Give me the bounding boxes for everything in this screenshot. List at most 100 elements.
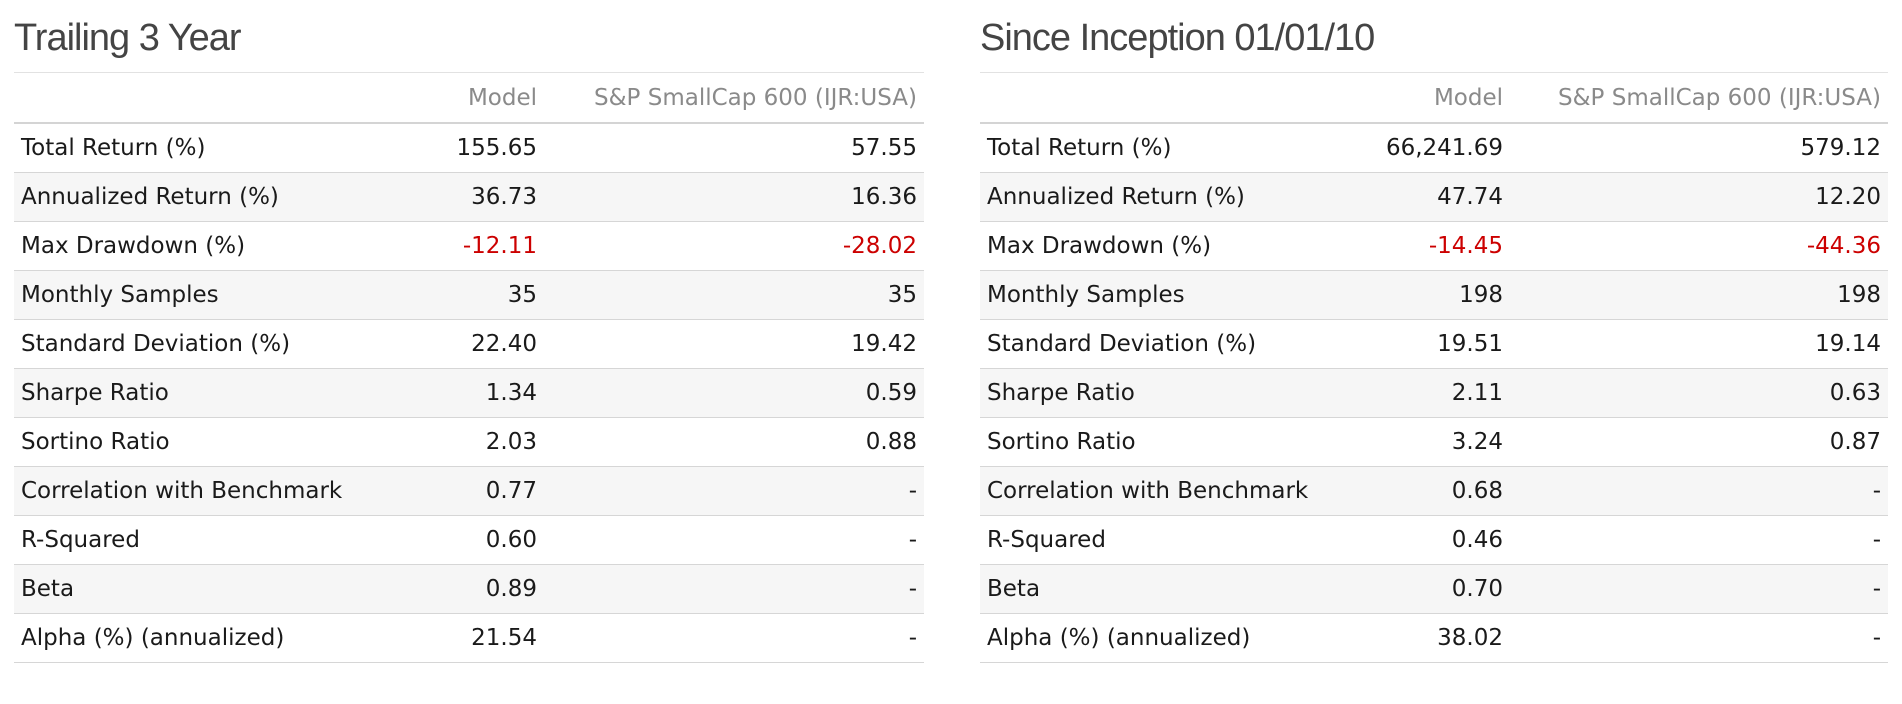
metric-label: R-Squared bbox=[14, 515, 334, 565]
benchmark-value: 19.42 bbox=[544, 319, 924, 369]
model-value: 38.02 bbox=[1300, 613, 1510, 663]
table-header-row: Model S&P SmallCap 600 (IJR:USA) bbox=[980, 73, 1888, 124]
table-row: Correlation with Benchmark 0.68- bbox=[980, 466, 1888, 516]
model-value: 36.73 bbox=[334, 172, 544, 222]
table-row: Sharpe Ratio 2.11 0.63 bbox=[980, 368, 1888, 418]
table-row: Sortino Ratio 3.24 0.87 bbox=[980, 417, 1888, 467]
stats-table: Model S&P SmallCap 600 (IJR:USA) Total R… bbox=[980, 73, 1888, 663]
table-header-row: Model S&P SmallCap 600 (IJR:USA) bbox=[14, 73, 924, 124]
model-value: 0.77 bbox=[334, 466, 544, 516]
table-row: Beta 0.70- bbox=[980, 564, 1888, 614]
metric-label: Sharpe Ratio bbox=[14, 368, 334, 418]
metric-label: Beta bbox=[980, 564, 1300, 614]
panel-trailing-3-year: Trailing 3 Year Model S&P SmallCap 600 (… bbox=[14, 0, 924, 663]
table-row: Annualized Return (%) 47.74 12.20 bbox=[980, 172, 1888, 222]
benchmark-value: - bbox=[544, 613, 924, 663]
benchmark-value: - bbox=[544, 515, 924, 565]
metric-label: Beta bbox=[14, 564, 334, 614]
model-value: 0.60 bbox=[334, 515, 544, 565]
model-value: 47.74 bbox=[1300, 172, 1510, 222]
model-value: 0.46 bbox=[1300, 515, 1510, 565]
benchmark-value: - bbox=[1510, 613, 1888, 663]
table-row: Total Return (%) 155.65 57.55 bbox=[14, 123, 924, 173]
table-row: Alpha (%) (annualized) 38.02- bbox=[980, 613, 1888, 663]
metric-label: Total Return (%) bbox=[980, 123, 1300, 173]
table-row: Sharpe Ratio 1.34 0.59 bbox=[14, 368, 924, 418]
benchmark-value: - bbox=[1510, 466, 1888, 516]
benchmark-value: - bbox=[544, 466, 924, 516]
model-value: 1.34 bbox=[334, 368, 544, 418]
panel-title: Trailing 3 Year bbox=[14, 0, 924, 73]
benchmark-value: - bbox=[544, 564, 924, 614]
benchmark-value: 35 bbox=[544, 270, 924, 320]
metric-label: Alpha (%) (annualized) bbox=[14, 613, 334, 663]
table-row: R-Squared 0.60- bbox=[14, 515, 924, 565]
benchmark-value: -28.02 bbox=[544, 221, 924, 271]
model-value: 2.03 bbox=[334, 417, 544, 467]
metric-label: Monthly Samples bbox=[980, 270, 1300, 320]
benchmark-value: 16.36 bbox=[544, 172, 924, 222]
metric-label: Correlation with Benchmark bbox=[980, 466, 1308, 516]
model-value: 0.68 bbox=[1300, 466, 1510, 516]
metric-label: Annualized Return (%) bbox=[14, 172, 334, 222]
metric-label: Total Return (%) bbox=[14, 123, 334, 173]
benchmark-value: 198 bbox=[1510, 270, 1888, 320]
metric-label: Annualized Return (%) bbox=[980, 172, 1300, 222]
column-header-model: Model bbox=[334, 73, 544, 124]
benchmark-value: 579.12 bbox=[1510, 123, 1888, 173]
model-value: 3.24 bbox=[1300, 417, 1510, 467]
table-row: Standard Deviation (%) 19.51 19.14 bbox=[980, 319, 1888, 369]
stats-table: Model S&P SmallCap 600 (IJR:USA) Total R… bbox=[14, 73, 924, 663]
model-value: -12.11 bbox=[334, 221, 544, 271]
benchmark-value: - bbox=[1510, 564, 1888, 614]
metric-label: Sortino Ratio bbox=[980, 417, 1300, 467]
benchmark-value: 0.88 bbox=[544, 417, 924, 467]
benchmark-value: 0.87 bbox=[1510, 417, 1888, 467]
model-value: 0.89 bbox=[334, 564, 544, 614]
column-header-benchmark: S&P SmallCap 600 (IJR:USA) bbox=[544, 73, 924, 124]
benchmark-value: - bbox=[1510, 515, 1888, 565]
benchmark-value: 19.14 bbox=[1510, 319, 1888, 369]
model-value: 2.11 bbox=[1300, 368, 1510, 418]
table-row: Correlation with Benchmark 0.77- bbox=[14, 466, 924, 516]
metric-label: R-Squared bbox=[980, 515, 1300, 565]
table-row: Alpha (%) (annualized) 21.54- bbox=[14, 613, 924, 663]
column-header-benchmark: S&P SmallCap 600 (IJR:USA) bbox=[1510, 73, 1888, 124]
metric-label: Max Drawdown (%) bbox=[980, 221, 1300, 271]
model-value: 21.54 bbox=[334, 613, 544, 663]
model-value: 35 bbox=[334, 270, 544, 320]
table-row: Monthly Samples 198 198 bbox=[980, 270, 1888, 320]
model-value: 66,241.69 bbox=[1300, 123, 1510, 173]
model-value: 155.65 bbox=[334, 123, 544, 173]
table-row: Beta 0.89- bbox=[14, 564, 924, 614]
benchmark-value: 0.59 bbox=[544, 368, 924, 418]
table-row: Total Return (%) 66,241.69 579.12 bbox=[980, 123, 1888, 173]
metric-label: Alpha (%) (annualized) bbox=[980, 613, 1300, 663]
table-row: Sortino Ratio 2.03 0.88 bbox=[14, 417, 924, 467]
metric-label: Standard Deviation (%) bbox=[14, 319, 334, 369]
metric-label: Max Drawdown (%) bbox=[14, 221, 334, 271]
table-row: Monthly Samples 35 35 bbox=[14, 270, 924, 320]
table-row: Max Drawdown (%) -12.11 -28.02 bbox=[14, 221, 924, 271]
metric-label: Standard Deviation (%) bbox=[980, 319, 1300, 369]
table-row: R-Squared 0.46- bbox=[980, 515, 1888, 565]
metric-label: Sortino Ratio bbox=[14, 417, 334, 467]
table-row: Standard Deviation (%) 22.40 19.42 bbox=[14, 319, 924, 369]
table-row: Max Drawdown (%) -14.45 -44.36 bbox=[980, 221, 1888, 271]
metric-label: Sharpe Ratio bbox=[980, 368, 1300, 418]
metric-label: Monthly Samples bbox=[14, 270, 334, 320]
panel-title: Since Inception 01/01/10 bbox=[980, 0, 1888, 73]
table-row: Annualized Return (%) 36.73 16.36 bbox=[14, 172, 924, 222]
model-value: 198 bbox=[1300, 270, 1510, 320]
column-header-model: Model bbox=[1300, 73, 1510, 124]
benchmark-value: 12.20 bbox=[1510, 172, 1888, 222]
column-header-metric bbox=[14, 73, 334, 124]
benchmark-value: -44.36 bbox=[1510, 221, 1888, 271]
table-body: Total Return (%) 155.65 57.55 Annualized Re… bbox=[14, 123, 924, 663]
benchmark-value: 0.63 bbox=[1510, 368, 1888, 418]
model-value: 0.70 bbox=[1300, 564, 1510, 614]
column-header-metric bbox=[980, 73, 1300, 124]
model-value: 19.51 bbox=[1300, 319, 1510, 369]
panel-since-inception: Since Inception 01/01/10 Model S&P Small… bbox=[980, 0, 1888, 663]
metric-label: Correlation with Benchmark bbox=[14, 466, 342, 516]
